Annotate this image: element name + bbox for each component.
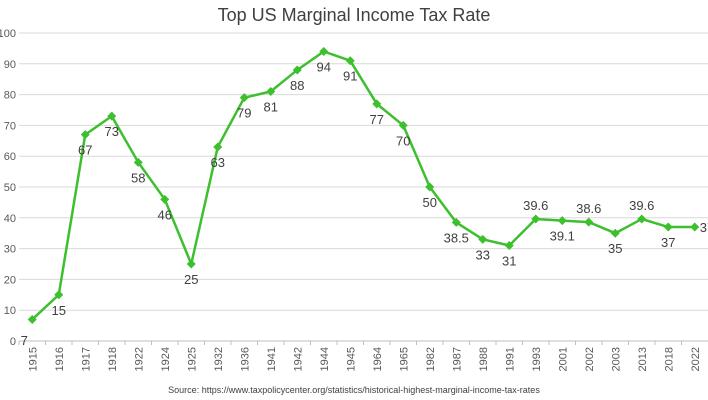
data-label: 39.1 bbox=[550, 229, 575, 244]
data-label: 46 bbox=[158, 207, 172, 222]
data-label: 79 bbox=[237, 106, 251, 121]
data-point bbox=[186, 259, 196, 269]
data-point bbox=[663, 222, 673, 232]
data-point bbox=[478, 234, 488, 244]
data-point bbox=[266, 87, 276, 97]
y-tick-label: 100 bbox=[0, 28, 16, 40]
x-tick-label: 2001 bbox=[557, 347, 569, 371]
series-line bbox=[31, 50, 695, 321]
data-point bbox=[319, 46, 329, 56]
x-tick-label: 2003 bbox=[610, 347, 622, 371]
y-tick-label: 20 bbox=[4, 274, 16, 286]
x-tick-label: 1991 bbox=[504, 347, 516, 371]
data-point bbox=[27, 314, 37, 324]
x-tick-label: 1942 bbox=[292, 347, 304, 371]
data-label: 35 bbox=[608, 241, 622, 256]
data-label: 38.5 bbox=[444, 230, 469, 245]
data-label: 70 bbox=[396, 133, 410, 148]
data-point bbox=[504, 241, 514, 251]
data-point bbox=[531, 214, 541, 224]
data-label: 77 bbox=[370, 112, 384, 127]
data-point bbox=[239, 93, 249, 103]
y-tick-label: 80 bbox=[4, 90, 16, 102]
x-tick-label: 1915 bbox=[27, 347, 39, 371]
data-label: 58 bbox=[131, 170, 145, 185]
data-label: 88 bbox=[290, 78, 304, 93]
data-label: 7 bbox=[21, 333, 28, 348]
x-tick-label: 2018 bbox=[663, 347, 675, 371]
x-tick-label: 1964 bbox=[372, 347, 384, 371]
data-point bbox=[292, 65, 302, 75]
data-point bbox=[425, 182, 435, 192]
x-tick-label: 1922 bbox=[133, 347, 145, 371]
y-tick-label: 30 bbox=[4, 244, 16, 256]
data-point bbox=[213, 142, 223, 152]
y-tick-label: 10 bbox=[4, 305, 16, 317]
data-label: 38.6 bbox=[576, 201, 601, 216]
data-label: 91 bbox=[343, 69, 357, 84]
data-label: 37 bbox=[661, 235, 675, 250]
data-label: 39.6 bbox=[629, 198, 654, 213]
data-label: 25 bbox=[184, 272, 198, 287]
data-label: 39.6 bbox=[523, 198, 548, 213]
data-label: 50 bbox=[423, 195, 437, 210]
data-label: 31 bbox=[502, 254, 516, 269]
source-note: Source: https://www.taxpolicycenter.org/… bbox=[168, 385, 540, 395]
data-label: 73 bbox=[105, 124, 119, 139]
x-tick-label: 1917 bbox=[80, 347, 92, 371]
y-tick-label: 40 bbox=[4, 213, 16, 225]
data-point bbox=[610, 228, 620, 238]
data-point bbox=[80, 130, 90, 140]
data-label: 67 bbox=[78, 143, 92, 158]
y-tick-label: 70 bbox=[4, 120, 16, 132]
x-tick-label: 2002 bbox=[584, 347, 596, 371]
x-tick-label: 2022 bbox=[690, 347, 702, 371]
x-tick-label: 1993 bbox=[531, 347, 543, 371]
data-point bbox=[690, 222, 700, 232]
data-label: 15 bbox=[52, 303, 66, 318]
x-tick-label: 1988 bbox=[478, 347, 490, 371]
y-tick-label: 90 bbox=[4, 59, 16, 71]
x-tick-label: 1936 bbox=[239, 347, 251, 371]
chart-title: Top US Marginal Income Tax Rate bbox=[218, 5, 491, 25]
data-label: 81 bbox=[264, 100, 278, 115]
data-point bbox=[584, 217, 594, 227]
data-point bbox=[345, 56, 355, 66]
x-tick-label: 1932 bbox=[213, 347, 225, 371]
y-tick-label: 50 bbox=[4, 182, 16, 194]
data-point bbox=[160, 194, 170, 204]
data-label: 63 bbox=[211, 155, 225, 170]
x-tick-label: 1924 bbox=[160, 347, 172, 371]
data-label: 33 bbox=[476, 247, 490, 262]
x-tick-label: 1965 bbox=[398, 347, 410, 371]
x-tick-label: 2013 bbox=[637, 347, 649, 371]
y-tick-label: 0 bbox=[10, 336, 16, 348]
x-tick-label: 1918 bbox=[107, 347, 119, 371]
data-point bbox=[451, 217, 461, 227]
data-point bbox=[107, 111, 117, 121]
data-label: 37 bbox=[700, 220, 708, 235]
data-point bbox=[637, 214, 647, 224]
x-tick-label: 1944 bbox=[319, 347, 331, 371]
x-tick-label: 1941 bbox=[266, 347, 278, 371]
data-label: 94 bbox=[317, 59, 331, 74]
data-point bbox=[557, 216, 567, 226]
y-tick-label: 60 bbox=[4, 151, 16, 163]
x-tick-label: 1945 bbox=[345, 347, 357, 371]
x-tick-label: 1916 bbox=[54, 347, 66, 371]
x-tick-label: 1982 bbox=[425, 347, 437, 371]
data-point bbox=[54, 290, 64, 300]
data-point bbox=[372, 99, 382, 109]
data-point bbox=[133, 157, 143, 167]
data-point bbox=[398, 120, 408, 130]
x-tick-label: 1987 bbox=[451, 347, 463, 371]
x-tick-label: 1925 bbox=[186, 347, 198, 371]
